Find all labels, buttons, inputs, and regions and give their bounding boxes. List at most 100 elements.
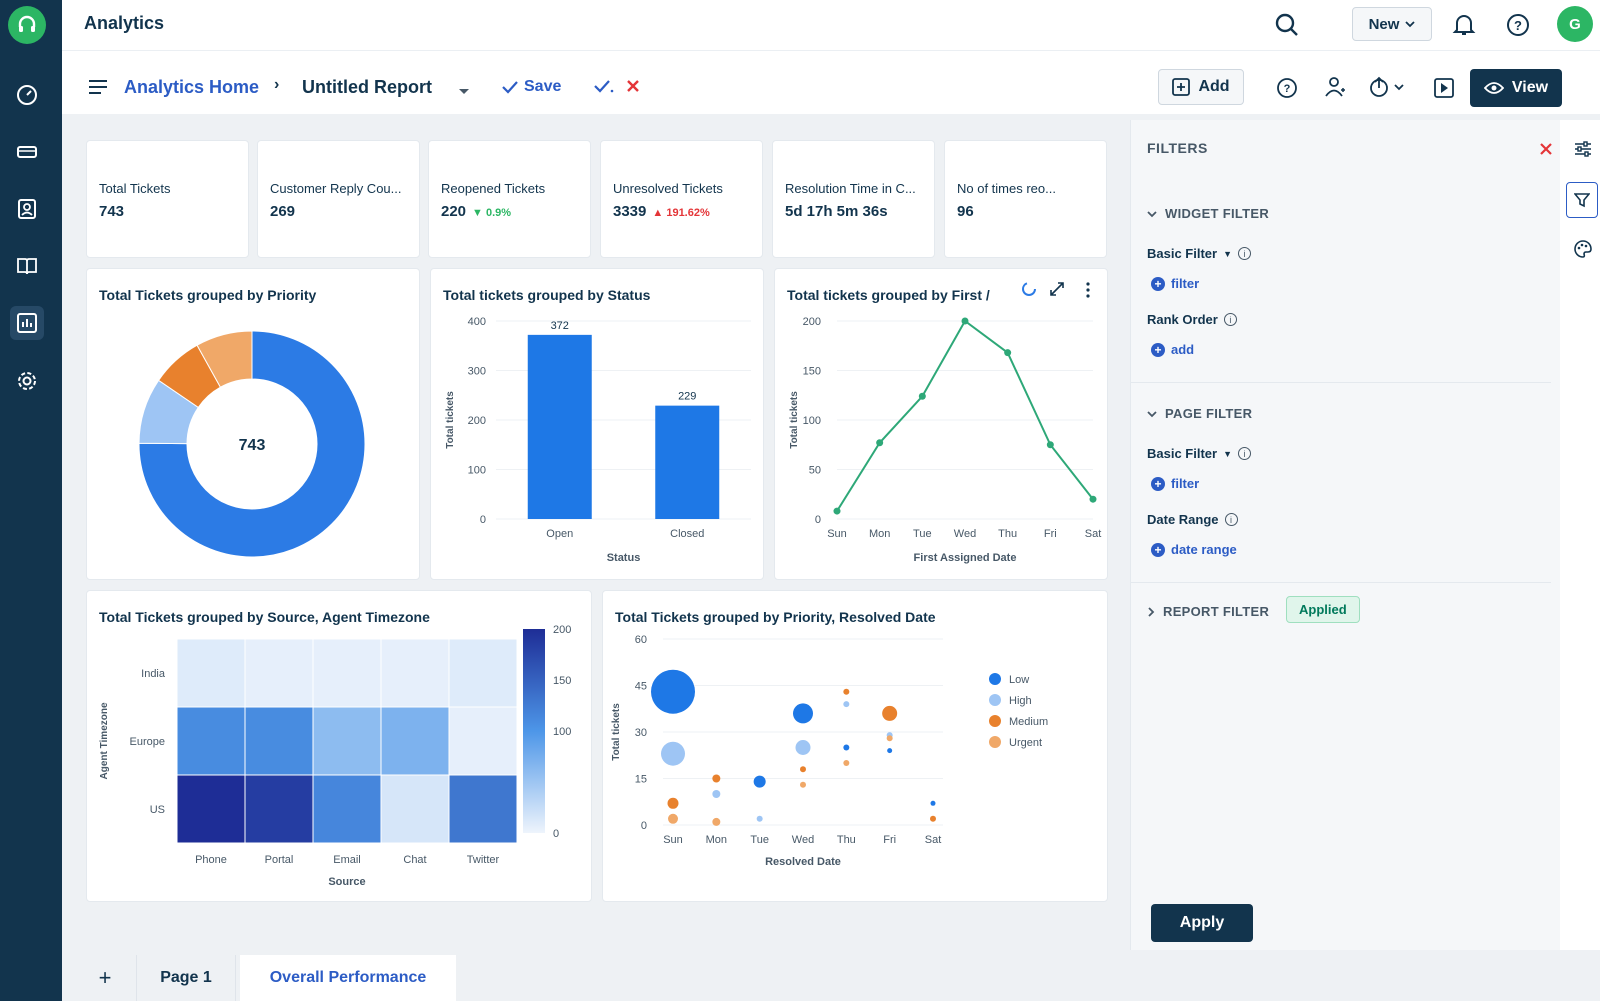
bubble-point <box>712 790 721 798</box>
priority-donut-widget[interactable]: Total Tickets grouped by Priority 743 <box>86 268 420 580</box>
page-basic-filter-dropdown[interactable]: Basic Filter ▼ i <box>1147 446 1252 461</box>
add-page-tab[interactable]: + <box>98 965 112 990</box>
legend-swatch <box>989 715 1001 727</box>
loading-icon <box>1021 281 1037 302</box>
widget-title: Total tickets grouped by Status <box>443 287 651 303</box>
tab-page-1[interactable]: Page 1 <box>136 955 236 1001</box>
avatar[interactable]: G <box>1557 6 1593 42</box>
more-options-icon[interactable] <box>1085 281 1091 304</box>
export-icon[interactable] <box>1368 76 1404 98</box>
bubble-point <box>661 741 685 766</box>
donut-slice <box>196 330 253 388</box>
heatmap-cell <box>380 706 450 776</box>
toolbar-help-icon[interactable]: ? <box>1276 77 1298 104</box>
discard-icon[interactable] <box>626 79 640 98</box>
contacts-icon[interactable] <box>10 192 44 226</box>
close-filters-icon[interactable] <box>1539 142 1553 161</box>
share-user-icon[interactable] <box>1324 76 1346 103</box>
bubble-point <box>843 701 850 708</box>
breadcrumb-separator-icon: › <box>274 76 280 93</box>
kpi-card[interactable]: Resolution Time in C... 5d 17h 5m 36s <box>772 140 935 258</box>
bubble-point <box>712 817 721 826</box>
report-name[interactable]: Untitled Report <box>302 77 432 97</box>
heatmap-cell <box>244 638 314 708</box>
info-icon: i <box>1224 513 1238 526</box>
app-logo-icon[interactable] <box>8 6 46 44</box>
filters-panel: FILTERS WIDGET FILTER Basic Filter ▼ i +… <box>1130 120 1600 950</box>
view-button[interactable]: View <box>1470 69 1562 107</box>
save-as-icon[interactable] <box>594 79 614 98</box>
add-widget-filter-link[interactable]: + filter <box>1151 276 1199 291</box>
add-page-filter-link[interactable]: + filter <box>1151 476 1199 491</box>
basic-filter-label: Basic Filter <box>1147 446 1218 461</box>
line-point <box>961 317 969 325</box>
source-timezone-heatmap-widget[interactable]: Total Tickets grouped by Source, Agent T… <box>86 590 592 902</box>
color-scale <box>523 629 545 833</box>
y-axis-label: Total tickets <box>445 391 456 449</box>
widget-title: Total Tickets grouped by Priority, Resol… <box>615 609 936 625</box>
analytics-icon[interactable] <box>10 306 44 340</box>
y-axis-label: Total tickets <box>611 703 622 761</box>
y-tick-label: 30 <box>635 727 647 739</box>
y-tick-label: 200 <box>803 316 821 328</box>
bubble-point <box>793 703 813 724</box>
line-point <box>1089 495 1097 503</box>
report-dropdown-icon[interactable] <box>458 83 470 101</box>
bubble-point <box>712 774 721 783</box>
first-assigned-line-widget[interactable]: Total tickets grouped by First / 0 50 100 1… <box>774 268 1108 580</box>
scale-tick-label: 0 <box>553 828 559 840</box>
applied-badge: Applied <box>1286 596 1360 623</box>
priority-resolved-scatter-widget[interactable]: Total Tickets grouped by Priority, Resol… <box>602 590 1108 902</box>
notifications-icon[interactable] <box>1452 12 1476 43</box>
present-icon[interactable] <box>1433 77 1455 104</box>
expand-icon[interactable] <box>1049 281 1065 302</box>
palette-icon[interactable] <box>1574 240 1592 263</box>
kpi-card[interactable]: Unresolved Tickets 3339 ▲ 191.62% <box>600 140 763 258</box>
report-filter-section[interactable]: REPORT FILTER <box>1147 604 1269 619</box>
filter-funnel-icon[interactable] <box>1566 182 1598 218</box>
series-line <box>836 319 1094 512</box>
kpi-card[interactable]: Total Tickets 743 <box>86 140 249 258</box>
knowledge-base-icon[interactable] <box>10 249 44 283</box>
date-range-label: Date Range i <box>1147 512 1238 527</box>
kpi-card[interactable]: Customer Reply Cou... 269 <box>257 140 420 258</box>
tab-overall-performance[interactable]: Overall Performance <box>240 955 456 1001</box>
line-chart: 0 50 100 150 200 Sun Mon Tue Wed Thu Fri Sat First A… <box>789 316 1101 564</box>
page-filter-section[interactable]: PAGE FILTER <box>1147 406 1252 421</box>
add-rank-order-link[interactable]: + add <box>1151 342 1194 357</box>
widget-title: Total Tickets grouped by Priority <box>99 287 317 303</box>
x-tick-label: Open <box>546 528 573 540</box>
legend-swatch <box>989 736 1001 748</box>
basic-filter-dropdown[interactable]: Basic Filter ▼ i <box>1147 246 1252 261</box>
search-icon[interactable] <box>1274 12 1300 43</box>
y-axis-label: Agent Timezone <box>99 702 110 779</box>
widget-filter-section[interactable]: WIDGET FILTER <box>1147 206 1269 221</box>
report-filter-label: REPORT FILTER <box>1163 604 1270 619</box>
menu-icon[interactable] <box>88 79 108 100</box>
bubble-point <box>930 815 936 822</box>
plus-circle-icon: + <box>1151 476 1165 491</box>
settings-icon[interactable] <box>10 364 44 398</box>
save-button[interactable]: Save <box>502 78 561 96</box>
breadcrumb-analytics-home[interactable]: Analytics Home <box>124 77 260 97</box>
dashboard-icon[interactable] <box>10 78 44 112</box>
adjust-settings-icon[interactable] <box>1574 140 1592 163</box>
apply-button[interactable]: Apply <box>1151 904 1253 942</box>
kpi-value-row: 743 <box>99 203 124 220</box>
y-axis-label: Total tickets <box>789 391 800 449</box>
add-widget-button[interactable]: Add <box>1158 69 1244 105</box>
top-bar: Analytics New ? G <box>62 0 1600 50</box>
y-tick-label: 100 <box>468 465 486 477</box>
right-rail <box>1560 120 1600 950</box>
heatmap-cell <box>244 706 314 776</box>
kpi-card[interactable]: Reopened Tickets 220 ▼ 0.9% <box>428 140 591 258</box>
help-icon[interactable]: ? <box>1505 12 1531 43</box>
scale-tick-label: 200 <box>553 624 571 636</box>
left-sidebar <box>0 0 62 1001</box>
y-tick-label: 300 <box>468 366 486 378</box>
add-date-range-link[interactable]: + date range <box>1151 542 1237 557</box>
new-button[interactable]: New <box>1352 7 1432 41</box>
status-bar-widget[interactable]: Total tickets grouped by Status 0 100 200 3… <box>430 268 764 580</box>
kpi-card[interactable]: No of times reo... 96 <box>944 140 1107 258</box>
tickets-icon[interactable] <box>10 135 44 169</box>
